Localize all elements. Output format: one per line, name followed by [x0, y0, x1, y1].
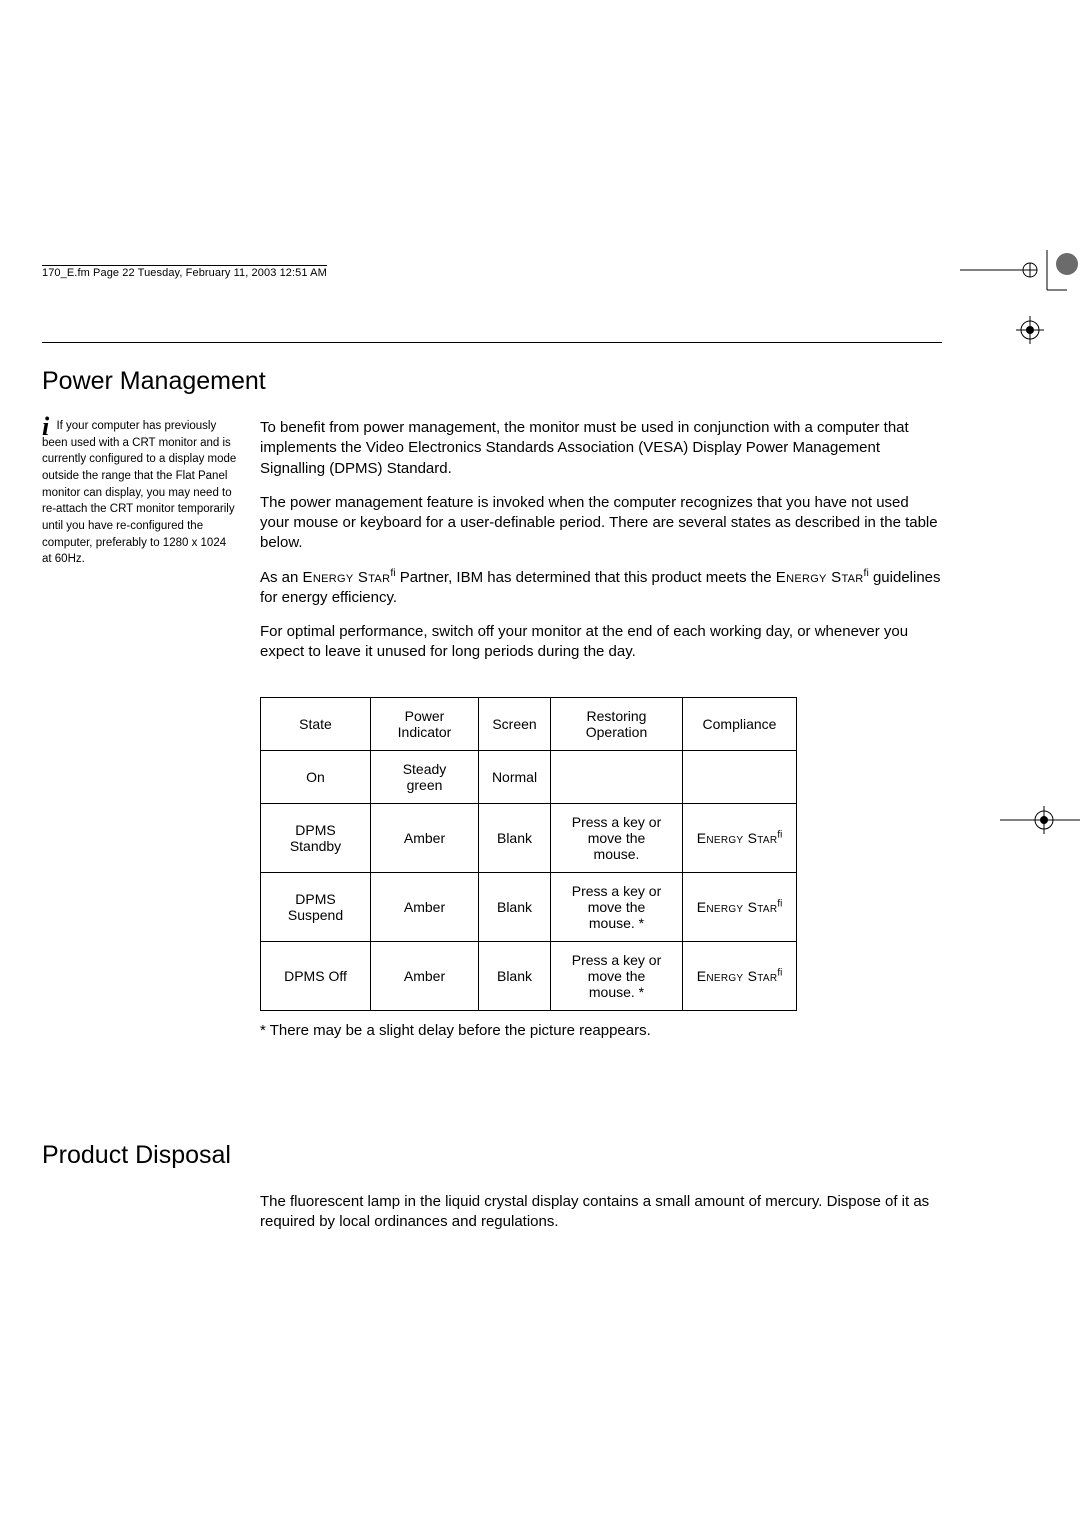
section-title-power-management: Power Management	[42, 367, 942, 396]
table-cell: DPMS Off	[261, 941, 371, 1010]
table-cell: Press a key or move the mouse.	[551, 803, 683, 872]
table-cell: DPMS Suspend	[261, 872, 371, 941]
running-header-text: 170_E.fm Page 22 Tuesday, February 11, 2…	[42, 265, 327, 279]
table-cell: Amber	[371, 803, 479, 872]
table-row: DPMS StandbyAmberBlankPress a key or mov…	[261, 803, 797, 872]
th-state: State	[261, 697, 371, 750]
sidenote: i If your computer has previously been u…	[42, 418, 238, 1055]
sidenote-empty	[42, 1192, 238, 1247]
sidenote-body: with a CRT monitor and is currently conf…	[42, 437, 236, 566]
paragraph: As an Energy Starfi Partner, IBM has det…	[260, 568, 942, 609]
running-header: 170_E.fm Page 22 Tuesday, February 11, 2…	[42, 265, 327, 279]
table-cell: Amber	[371, 941, 479, 1010]
paragraph: To benefit from power management, the mo…	[260, 418, 942, 479]
table-row: DPMS OffAmberBlankPress a key or move th…	[261, 941, 797, 1010]
th-compliance: Compliance	[683, 697, 797, 750]
table-cell: Normal	[479, 750, 551, 803]
table-row: DPMS SuspendAmberBlankPress a key or mov…	[261, 872, 797, 941]
paragraph: The fluorescent lamp in the liquid cryst…	[260, 1192, 942, 1233]
th-restore: Restoring Operation	[551, 697, 683, 750]
power-states-table: State Power Indicator Screen Restoring O…	[260, 697, 797, 1011]
table-cell: Press a key or move the mouse. *	[551, 872, 683, 941]
crop-mark-top-right	[960, 250, 1080, 360]
section-title-product-disposal: Product Disposal	[42, 1141, 942, 1170]
table-cell: DPMS Standby	[261, 803, 371, 872]
table-cell: Amber	[371, 872, 479, 941]
paragraph: For optimal performance, switch off your…	[260, 622, 942, 663]
body-column: To benefit from power management, the mo…	[260, 418, 942, 1055]
table-cell	[551, 750, 683, 803]
table-footnote: * There may be a slight delay before the…	[260, 1021, 942, 1041]
table-cell: Blank	[479, 803, 551, 872]
table-cell: Energy Starfi	[683, 803, 797, 872]
crop-mark-mid-right	[1000, 790, 1080, 850]
table-row: OnSteady greenNormal	[261, 750, 797, 803]
table-cell	[683, 750, 797, 803]
table-cell: Steady green	[371, 750, 479, 803]
table-cell: Blank	[479, 872, 551, 941]
th-screen: Screen	[479, 697, 551, 750]
table-cell: Energy Starfi	[683, 941, 797, 1010]
table-cell: On	[261, 750, 371, 803]
table-cell: Press a key or move the mouse. *	[551, 941, 683, 1010]
info-icon: i	[42, 412, 49, 441]
table-cell: Blank	[479, 941, 551, 1010]
th-indicator: Power Indicator	[371, 697, 479, 750]
table-cell: Energy Starfi	[683, 872, 797, 941]
paragraph: The power management feature is invoked …	[260, 493, 942, 554]
